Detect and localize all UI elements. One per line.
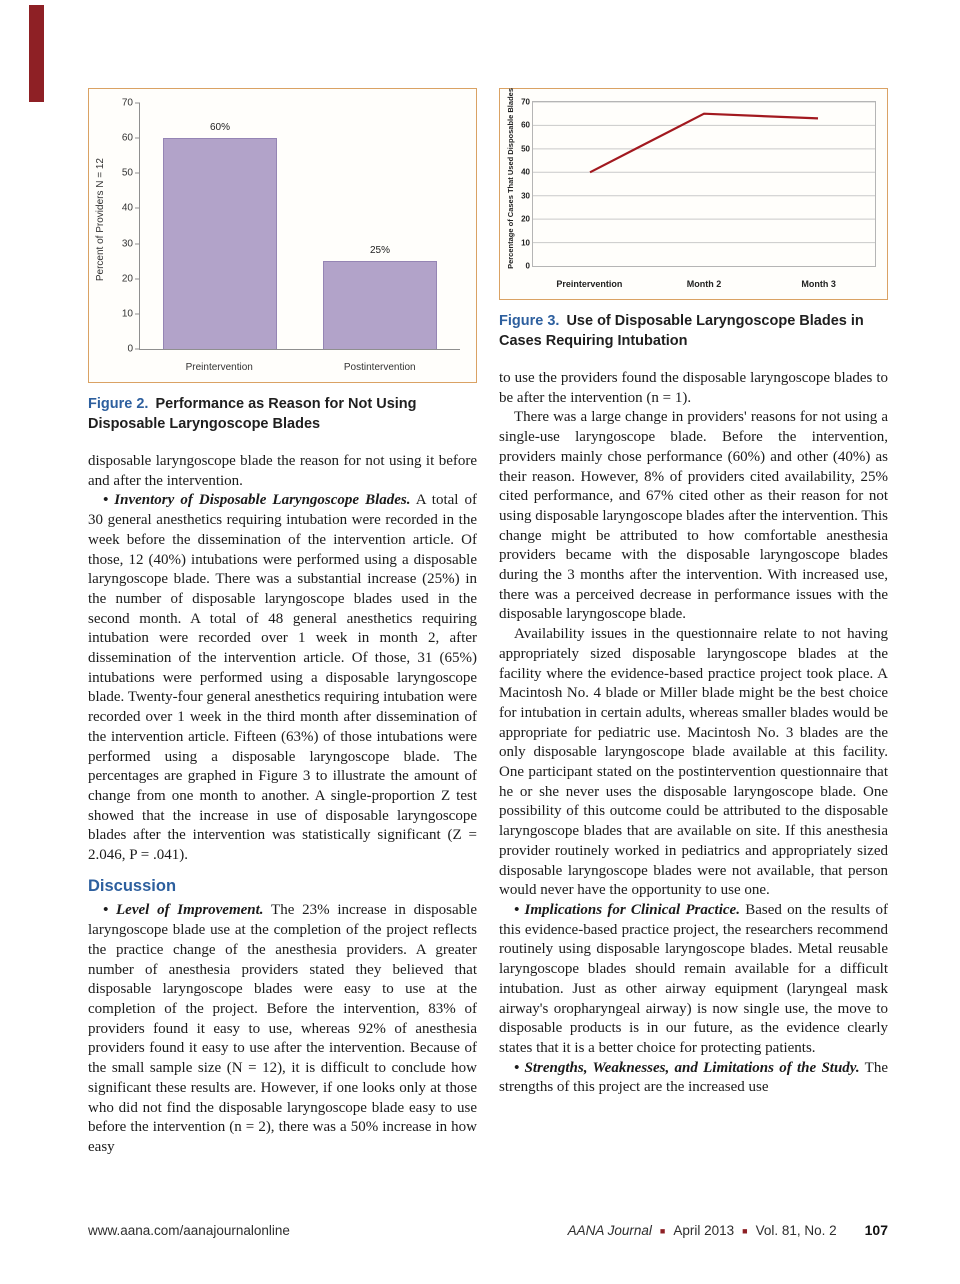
footer-citation: AANA Journal ■ April 2013 ■ Vol. 81, No.… (568, 1222, 888, 1238)
x-tick-label: Preintervention (185, 362, 253, 373)
y-tick-label: 50 (121, 167, 133, 179)
bullet-paragraph: • Strengths, Weaknesses, and Limitations… (499, 1059, 888, 1096)
bullet-lead: • Implications for Clinical Practice. (514, 901, 740, 918)
y-tick-label: 20 (121, 273, 133, 285)
right-column: Percentage of Cases That Used Disposable… (499, 88, 888, 1098)
y-tick-label: 70 (121, 97, 133, 109)
paragraph: disposable laryngoscope blade the reason… (88, 453, 477, 489)
figure3-caption: Figure 3. Use of Disposable Laryngoscope … (499, 311, 888, 351)
paragraph: to use the providers found the disposabl… (499, 370, 888, 406)
figure3-plot-area: 0 10 20 30 40 50 60 70 (521, 98, 876, 271)
figure2-caption-label: Figure 2. (88, 396, 149, 412)
figure2-xaxis: Preintervention Postintervention (139, 362, 460, 373)
figure2-bars: 60% 25% (140, 103, 460, 349)
y-tick-mark (135, 137, 140, 139)
bar (163, 138, 277, 349)
footer-volume: Vol. 81, No. 2 (755, 1223, 837, 1238)
bullet-paragraph: • Level of Improvement. The 23% increase… (88, 902, 477, 1155)
y-tick-label: 20 (521, 214, 530, 224)
page-footer: www.aana.com/aanajournalonline AANA Jour… (88, 1222, 888, 1238)
y-tick-label: 50 (521, 144, 530, 154)
y-tick-label: 10 (521, 238, 530, 248)
bar (323, 261, 437, 349)
red-corner-mark (29, 5, 44, 102)
section-heading: Discussion (88, 876, 177, 895)
footer-separator-icon: ■ (659, 1226, 666, 1236)
figure3-chart: Percentage of Cases That Used Disposable… (499, 88, 888, 300)
y-tick-label: 40 (521, 167, 530, 177)
x-tick-label: Month 2 (686, 279, 722, 289)
figure2-chart: Percent of Providers N = 12 60% 25% 0 10 20… (88, 88, 477, 383)
y-tick-label: 0 (525, 261, 530, 271)
y-tick-label: 70 (521, 97, 530, 107)
y-tick-mark (135, 348, 140, 350)
x-tick-label: Postintervention (343, 362, 416, 373)
left-column: Percent of Providers N = 12 60% 25% 0 10 20… (88, 88, 477, 1158)
data-line (589, 112, 819, 174)
left-column-text: disposable laryngoscope blade the reason… (88, 452, 477, 1158)
y-tick-mark (135, 207, 140, 209)
y-tick-label: 0 (127, 343, 133, 355)
line-chart-svg (533, 102, 875, 244)
right-column-text: to use the providers found the disposabl… (499, 369, 888, 1098)
footer-page-number: 107 (864, 1222, 888, 1238)
y-tick-mark (135, 172, 140, 174)
y-tick-label: 60 (121, 132, 133, 144)
paragraph: There was a large change in providers' r… (499, 409, 888, 623)
y-tick-mark (135, 243, 140, 245)
y-tick-label: 30 (121, 238, 133, 250)
figure2-plot-area: 60% 25% 0 10 20 30 40 50 60 70 (122, 98, 460, 355)
bar-slot: 25% (300, 103, 460, 349)
figure3-caption-label: Figure 3. (499, 313, 560, 329)
figure3-xaxis: Preintervention Month 2 Month 3 (532, 279, 876, 289)
figure3-yaxis-label: Percentage of Cases That Used Disposable… (506, 87, 515, 269)
figure2-yaxis-label: Percent of Providers N = 12 (95, 157, 106, 282)
bullet-paragraph: • Implications for Clinical Practice. Ba… (499, 901, 888, 1056)
bar-slot: 60% (140, 103, 300, 349)
x-tick-label: Month 3 (801, 279, 836, 289)
y-tick-mark (135, 278, 140, 280)
bar-value-label: 60% (209, 122, 230, 134)
paragraph: Availability issues in the questionnaire… (499, 626, 888, 899)
y-tick-label: 10 (121, 308, 133, 320)
bar-value-label: 25% (369, 245, 390, 257)
y-tick-label: 60 (521, 120, 530, 130)
bullet-paragraph: • Inventory of Disposable Laryngoscope B… (88, 492, 477, 864)
figure3-yaxis: Percentage of Cases That Used Disposable… (506, 87, 515, 269)
footer-website: www.aana.com/aanajournalonline (88, 1223, 290, 1238)
footer-issue: April 2013 (673, 1223, 735, 1238)
footer-separator-icon: ■ (742, 1226, 748, 1236)
figure2-yaxis: Percent of Providers N = 12 (95, 89, 106, 350)
figure3-caption-text: Use of Disposable Laryngoscope Blades in… (499, 313, 864, 349)
bullet-lead: • Inventory of Disposable Laryngoscope B… (103, 492, 411, 509)
y-tick-mark (135, 313, 140, 315)
x-tick-label: Preintervention (556, 279, 623, 289)
bullet-lead: • Strengths, Weaknesses, and Limitations… (514, 1059, 860, 1076)
bullet-lead: • Level of Improvement. (103, 902, 264, 919)
y-tick-label: 30 (521, 191, 530, 201)
figure2-caption: Figure 2. Performance as Reason for Not U… (88, 394, 477, 434)
figure2-caption-text: Performance as Reason for Not Using Disp… (88, 396, 417, 432)
y-tick-mark (135, 102, 140, 104)
footer-journal-name: AANA Journal (567, 1223, 652, 1238)
y-tick-label: 40 (121, 202, 133, 214)
